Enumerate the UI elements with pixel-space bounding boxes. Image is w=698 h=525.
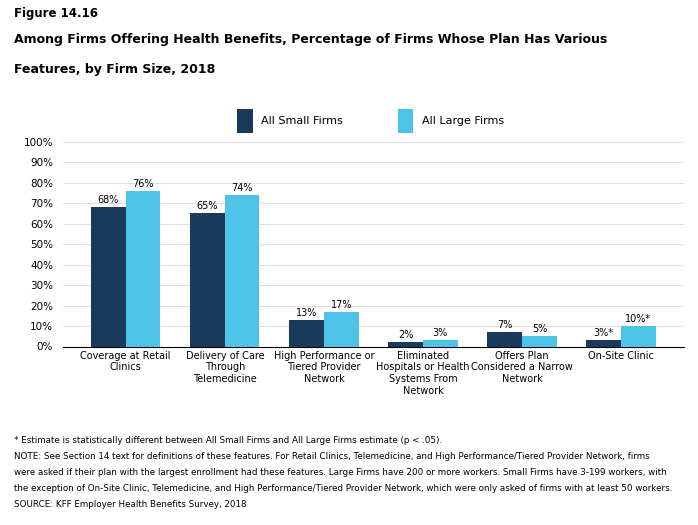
Bar — [289, 320, 324, 346]
Bar — [398, 109, 413, 132]
Text: 3%: 3% — [433, 328, 448, 338]
Bar — [126, 191, 161, 346]
Text: the exception of On-Site Clinic, Telemedicine, and High Performance/Tiered Provi: the exception of On-Site Clinic, Telemed… — [14, 484, 672, 493]
Text: 2%: 2% — [398, 330, 413, 340]
Bar — [621, 326, 656, 346]
Text: 68%: 68% — [98, 195, 119, 205]
Text: Delivery of Care
Through
Telemedicine: Delivery of Care Through Telemedicine — [186, 351, 264, 384]
Text: 10%*: 10%* — [625, 314, 651, 324]
Text: Figure 14.16: Figure 14.16 — [14, 7, 98, 20]
Text: 3%*: 3%* — [594, 328, 614, 338]
Bar — [522, 336, 557, 346]
Bar — [237, 109, 253, 132]
Text: SOURCE: KFF Employer Health Benefits Survey, 2018: SOURCE: KFF Employer Health Benefits Sur… — [14, 500, 246, 509]
Text: Among Firms Offering Health Benefits, Percentage of Firms Whose Plan Has Various: Among Firms Offering Health Benefits, Pe… — [14, 33, 607, 46]
Bar — [91, 207, 126, 346]
Text: Features, by Firm Size, 2018: Features, by Firm Size, 2018 — [14, 63, 215, 76]
Text: Coverage at Retail
Clinics: Coverage at Retail Clinics — [80, 351, 171, 372]
Bar — [423, 340, 458, 346]
Text: 7%: 7% — [497, 320, 512, 330]
Text: 17%: 17% — [330, 300, 352, 310]
Text: On-Site Clinic: On-Site Clinic — [588, 351, 654, 361]
Text: High Performance or
Tiered Provider
Network: High Performance or Tiered Provider Netw… — [274, 351, 374, 384]
Text: 76%: 76% — [133, 179, 154, 189]
Text: 74%: 74% — [232, 183, 253, 193]
Text: 13%: 13% — [296, 308, 317, 318]
Bar — [586, 340, 621, 346]
Bar — [487, 332, 522, 346]
Text: * Estimate is statistically different between All Small Firms and All Large Firm: * Estimate is statistically different be… — [14, 436, 442, 445]
Text: All Small Firms: All Small Firms — [261, 116, 343, 126]
Bar — [388, 342, 423, 346]
Text: 65%: 65% — [197, 202, 218, 212]
Bar — [190, 214, 225, 346]
Text: 5%: 5% — [532, 324, 547, 334]
Bar — [225, 195, 260, 346]
Text: All Large Firms: All Large Firms — [422, 116, 504, 126]
Text: were asked if their plan with the largest enrollment had these features. Large F: were asked if their plan with the larges… — [14, 468, 667, 477]
Text: Eliminated
Hospitals or Health
Systems From
Network: Eliminated Hospitals or Health Systems F… — [376, 351, 470, 396]
Text: NOTE: See Section 14 text for definitions of these features. For Retail Clinics,: NOTE: See Section 14 text for definition… — [14, 452, 650, 461]
Text: Offers Plan
Considered a Narrow
Network: Offers Plan Considered a Narrow Network — [471, 351, 573, 384]
Bar — [324, 312, 359, 346]
